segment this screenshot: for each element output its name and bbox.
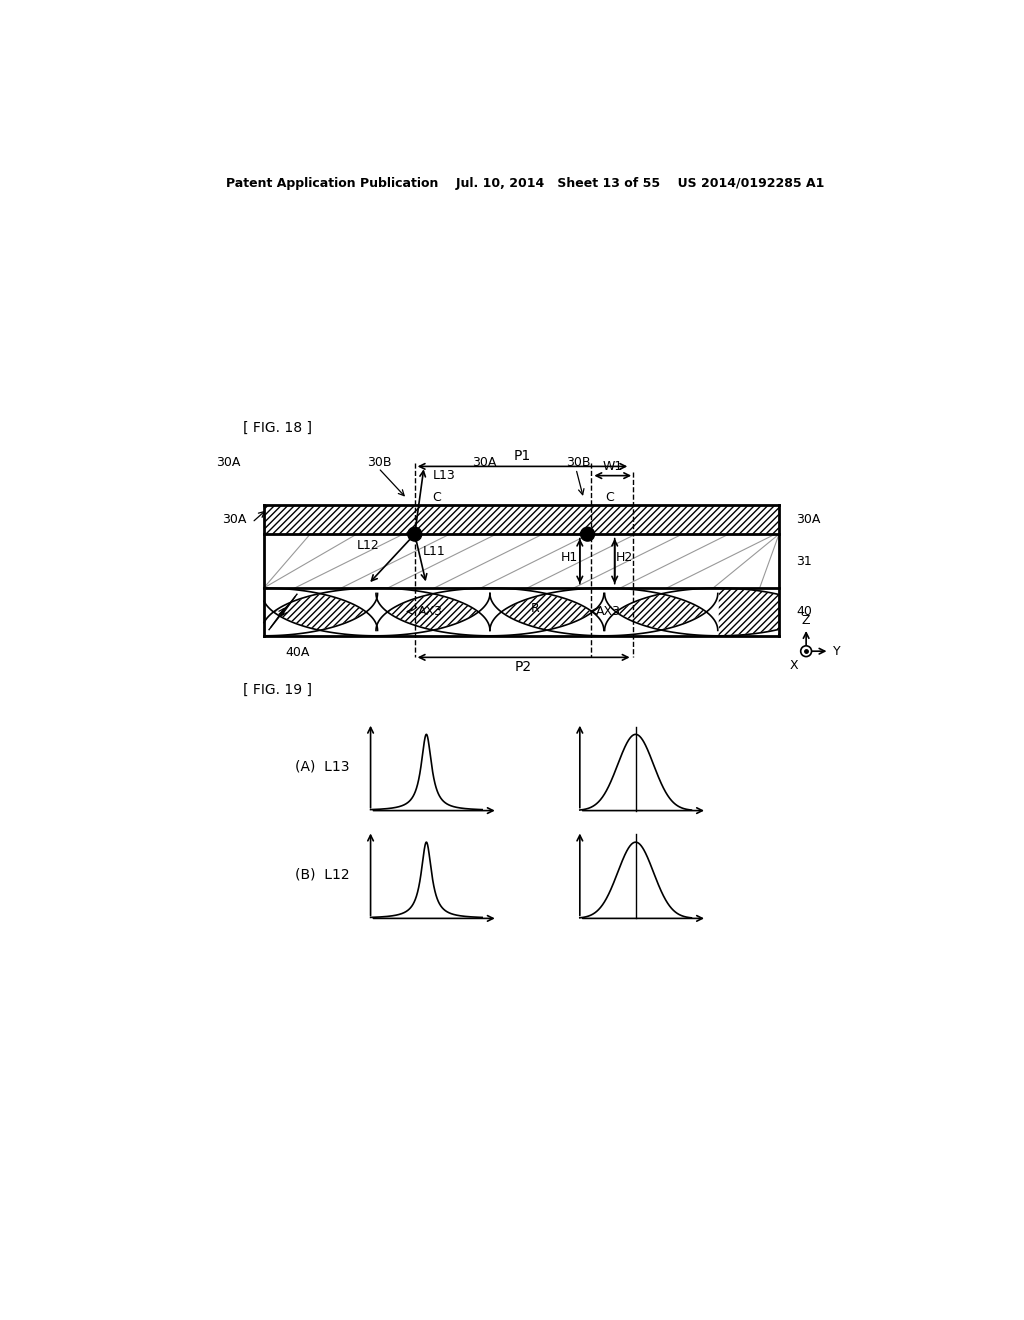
Polygon shape	[264, 589, 489, 631]
Bar	[263, 506, 779, 535]
Polygon shape	[264, 594, 489, 636]
Circle shape	[408, 527, 422, 541]
Polygon shape	[376, 589, 604, 631]
Text: L11: L11	[423, 545, 445, 557]
Text: C: C	[432, 491, 440, 504]
Text: P1: P1	[514, 449, 531, 463]
Text: H1: H1	[561, 550, 579, 564]
Text: (A)  L13: (A) L13	[295, 760, 349, 774]
Polygon shape	[489, 594, 718, 636]
Text: Y: Y	[834, 644, 841, 657]
Text: AX3: AX3	[418, 606, 442, 619]
Circle shape	[581, 527, 595, 541]
Text: [ FIG. 19 ]: [ FIG. 19 ]	[243, 682, 311, 697]
Text: C: C	[605, 491, 613, 504]
Text: AX3: AX3	[596, 606, 621, 619]
Text: L12: L12	[357, 539, 380, 552]
Text: X: X	[790, 659, 798, 672]
Bar	[263, 535, 779, 589]
Text: R: R	[530, 602, 540, 615]
Text: Patent Application Publication    Jul. 10, 2014   Sheet 13 of 55    US 2014/0192: Patent Application Publication Jul. 10, …	[225, 177, 824, 190]
Text: 30A: 30A	[222, 513, 247, 527]
Text: L13: L13	[433, 469, 456, 482]
Text: P2: P2	[515, 660, 532, 675]
Text: [ FIG. 18 ]: [ FIG. 18 ]	[243, 421, 311, 434]
Text: 30A: 30A	[216, 455, 241, 469]
Polygon shape	[376, 594, 604, 636]
Text: H2: H2	[616, 550, 634, 564]
Polygon shape	[604, 589, 777, 631]
Text: 30A: 30A	[472, 455, 497, 469]
Text: 30B: 30B	[566, 455, 591, 469]
Text: 31: 31	[796, 554, 812, 568]
Polygon shape	[265, 594, 378, 636]
Bar	[263, 589, 779, 636]
Polygon shape	[265, 589, 378, 631]
Text: 40: 40	[796, 606, 812, 619]
Text: 30A: 30A	[796, 513, 820, 527]
Text: Z: Z	[802, 614, 810, 627]
Polygon shape	[604, 594, 777, 636]
Circle shape	[801, 645, 812, 656]
Text: 40A: 40A	[286, 647, 309, 659]
Polygon shape	[489, 589, 718, 631]
Text: 30B: 30B	[367, 455, 391, 469]
Text: (B)  L12: (B) L12	[295, 867, 349, 882]
Text: W1: W1	[603, 459, 623, 473]
